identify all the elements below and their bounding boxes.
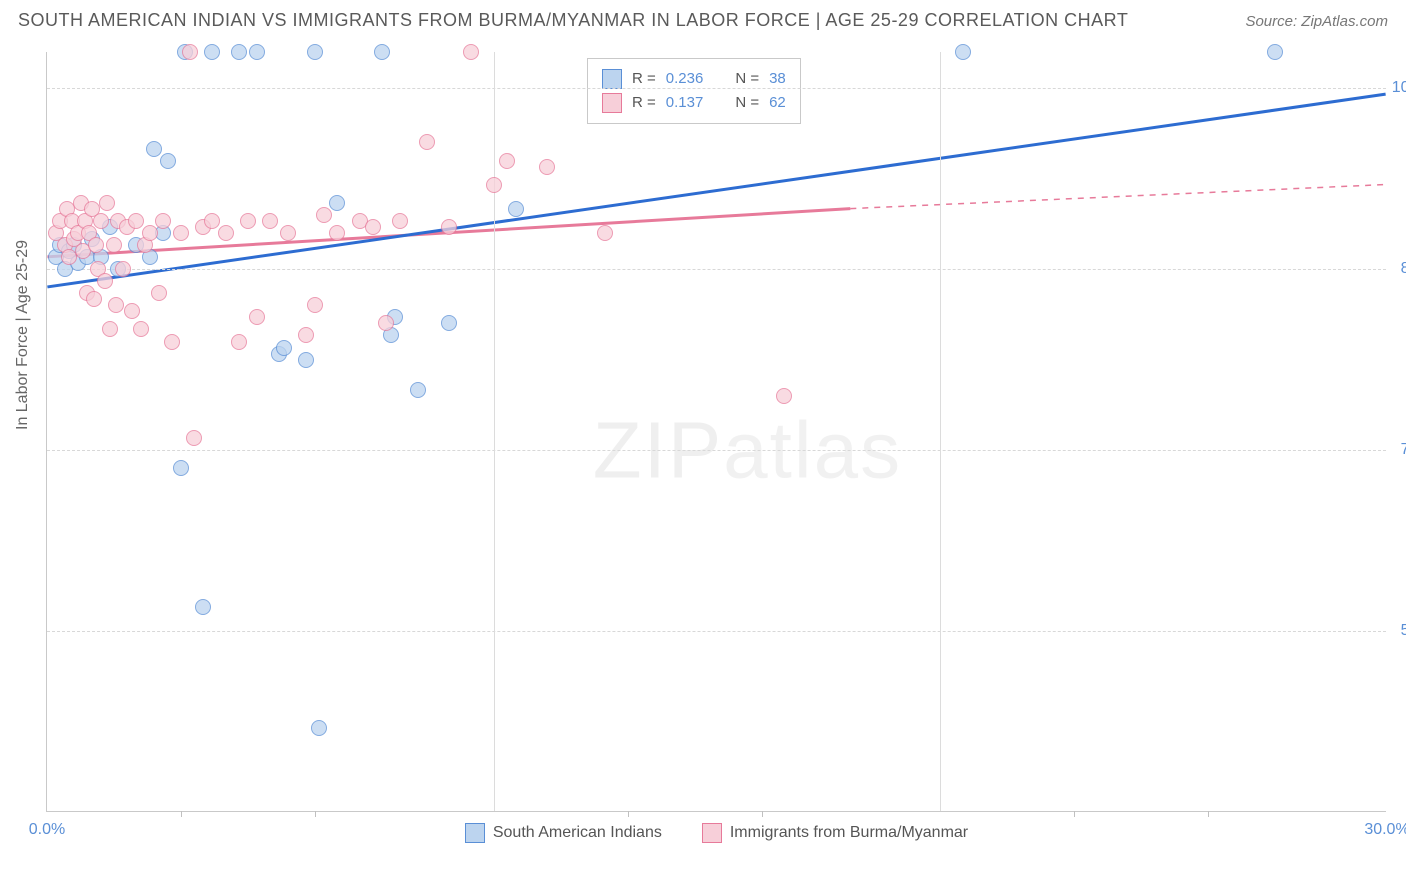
data-point: [329, 195, 345, 211]
data-point: [173, 225, 189, 241]
chart-title: SOUTH AMERICAN INDIAN VS IMMIGRANTS FROM…: [18, 10, 1128, 31]
data-point: [108, 297, 124, 313]
stats-legend: R = 0.236 N = 38 R = 0.137 N = 62: [587, 58, 801, 124]
legend-item-blue: South American Indians: [465, 823, 662, 843]
data-point: [441, 219, 457, 235]
data-point: [316, 207, 332, 223]
swatch-pink-icon: [702, 823, 722, 843]
data-point: [88, 237, 104, 253]
data-point: [231, 334, 247, 350]
data-point: [231, 44, 247, 60]
data-point: [365, 219, 381, 235]
data-point: [204, 44, 220, 60]
swatch-pink: [602, 93, 622, 113]
y-axis-title: In Labor Force | Age 25-29: [14, 240, 32, 430]
data-point: [776, 388, 792, 404]
x-tick-mark: [315, 811, 316, 817]
data-point: [410, 382, 426, 398]
data-point: [486, 177, 502, 193]
y-tick-label: 55.0%: [1391, 622, 1406, 640]
data-point: [86, 291, 102, 307]
data-point: [160, 153, 176, 169]
x-tick-mark: [181, 811, 182, 817]
data-point: [311, 720, 327, 736]
data-point: [155, 213, 171, 229]
series-legend: South American Indians Immigrants from B…: [47, 823, 1386, 843]
data-point: [218, 225, 234, 241]
data-point: [249, 44, 265, 60]
legend-item-pink: Immigrants from Burma/Myanmar: [702, 823, 968, 843]
x-tick-mark: [1074, 811, 1075, 817]
data-point: [151, 285, 167, 301]
gridline-h: [47, 631, 1386, 632]
data-point: [142, 225, 158, 241]
data-point: [307, 44, 323, 60]
data-point: [99, 195, 115, 211]
n-label: N =: [735, 91, 759, 115]
data-point: [204, 213, 220, 229]
data-point: [329, 225, 345, 241]
legend-label-pink: Immigrants from Burma/Myanmar: [730, 824, 968, 842]
y-tick-label: 70.0%: [1391, 441, 1406, 459]
swatch-blue: [602, 69, 622, 89]
data-point: [298, 327, 314, 343]
x-tick-mark: [628, 811, 629, 817]
n-value-pink: 62: [769, 91, 786, 115]
r-label: R =: [632, 91, 656, 115]
stats-row-pink: R = 0.137 N = 62: [602, 91, 786, 115]
data-point: [124, 303, 140, 319]
gridline-h: [47, 450, 1386, 451]
data-point: [182, 44, 198, 60]
x-tick-label: 30.0%: [1364, 821, 1406, 839]
x-tick-mark: [762, 811, 763, 817]
data-point: [97, 273, 113, 289]
data-point: [276, 340, 292, 356]
data-point: [195, 599, 211, 615]
data-point: [128, 213, 144, 229]
data-point: [186, 430, 202, 446]
data-point: [419, 134, 435, 150]
x-tick-mark: [1208, 811, 1209, 817]
legend-label-blue: South American Indians: [493, 824, 662, 842]
source-label: Source: ZipAtlas.com: [1245, 13, 1388, 30]
data-point: [133, 321, 149, 337]
data-point: [392, 213, 408, 229]
swatch-blue-icon: [465, 823, 485, 843]
data-point: [463, 44, 479, 60]
data-point: [499, 153, 515, 169]
gridline-v: [940, 52, 941, 811]
data-point: [539, 159, 555, 175]
data-point: [597, 225, 613, 241]
data-point: [508, 201, 524, 217]
data-point: [249, 309, 265, 325]
data-point: [374, 44, 390, 60]
data-point: [441, 315, 457, 331]
y-tick-label: 85.0%: [1391, 260, 1406, 278]
data-point: [955, 44, 971, 60]
data-point: [115, 261, 131, 277]
r-value-pink: 0.137: [666, 91, 704, 115]
data-point: [164, 334, 180, 350]
scatter-plot-area: ZIPatlas R = 0.236 N = 38 R = 0.137 N = …: [46, 52, 1386, 812]
data-point: [102, 321, 118, 337]
data-point: [298, 352, 314, 368]
y-tick-label: 100.0%: [1391, 79, 1406, 97]
data-point: [93, 213, 109, 229]
trendline-layer: [47, 52, 1386, 811]
data-point: [307, 297, 323, 313]
gridline-v: [494, 52, 495, 811]
gridline-h: [47, 269, 1386, 270]
gridline-h: [47, 88, 1386, 89]
data-point: [106, 237, 122, 253]
data-point: [262, 213, 278, 229]
data-point: [146, 141, 162, 157]
data-point: [240, 213, 256, 229]
chart-header: SOUTH AMERICAN INDIAN VS IMMIGRANTS FROM…: [0, 0, 1406, 37]
data-point: [173, 460, 189, 476]
x-tick-label: 0.0%: [29, 821, 65, 839]
data-point: [378, 315, 394, 331]
data-point: [280, 225, 296, 241]
data-point: [1267, 44, 1283, 60]
